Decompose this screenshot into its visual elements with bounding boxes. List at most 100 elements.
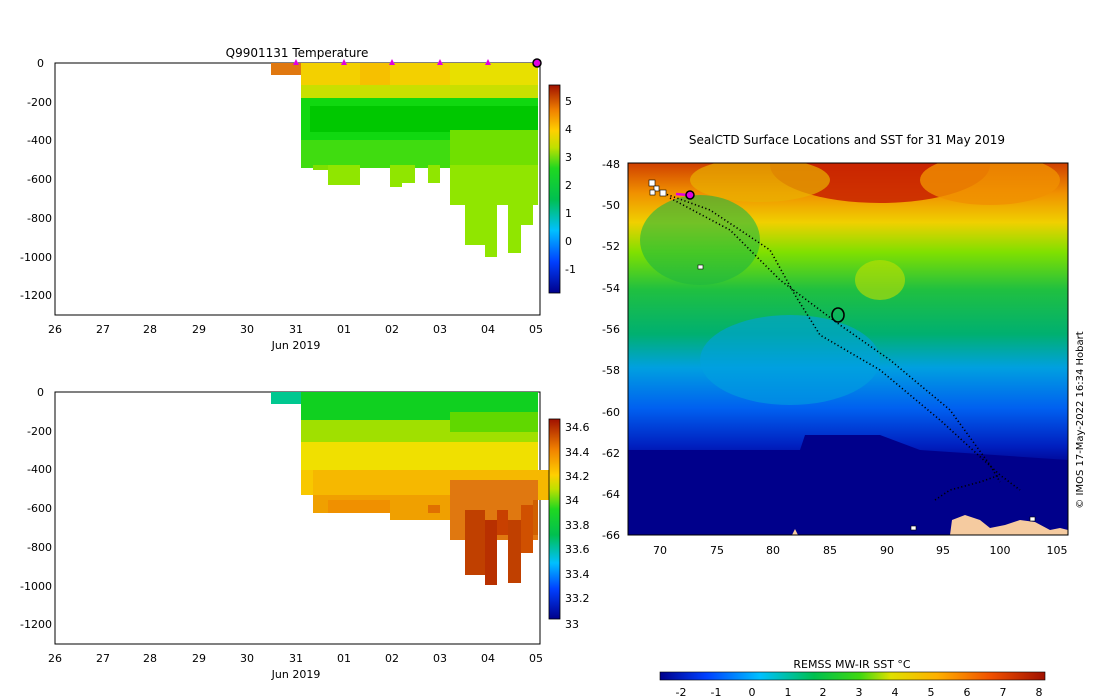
temperature-x-label: Jun 2019 [271,339,321,352]
svg-text:-56: -56 [602,323,620,336]
svg-text:5: 5 [928,686,935,699]
svg-text:33.6: 33.6 [565,543,590,556]
svg-text:-64: -64 [602,488,620,501]
svg-text:-200: -200 [27,96,52,109]
temperature-section-panel: Q9901131 Temperature 0 -2 [20,46,576,352]
svg-text:04: 04 [481,323,495,336]
land-patch [792,529,798,535]
temperature-colorbar-ticks: 5 4 3 2 1 0 -1 [565,95,576,276]
svg-text:28: 28 [143,652,157,665]
salinity-y-axis: 0 -200 -400 -600 -800 -1000 -1200 [20,386,52,631]
svg-text:33.8: 33.8 [565,519,590,532]
antarctic-land [950,515,1068,535]
svg-text:01: 01 [337,323,351,336]
svg-text:80: 80 [766,544,780,557]
svg-text:3: 3 [856,686,863,699]
track-loop [831,307,845,323]
svg-text:34: 34 [565,494,579,507]
temperature-section-title: Q9901131 Temperature [226,46,369,60]
svg-text:90: 90 [880,544,894,557]
svg-text:5: 5 [565,95,572,108]
salinity-x-axis: 26 27 28 29 30 31 01 02 03 04 05 Jun 201… [48,652,543,681]
svg-text:85: 85 [823,544,837,557]
temperature-surface-markers [293,58,542,68]
svg-text:-1000: -1000 [20,251,52,264]
svg-text:-1: -1 [711,686,722,699]
latest-position-marker [675,190,695,200]
svg-text:-800: -800 [27,541,52,554]
svg-text:4: 4 [892,686,899,699]
svg-text:28: 28 [143,323,157,336]
svg-text:-1200: -1200 [20,289,52,302]
svg-text:34.2: 34.2 [565,470,590,483]
svg-text:02: 02 [385,323,399,336]
svg-text:31: 31 [289,323,303,336]
svg-text:-58: -58 [602,364,620,377]
svg-text:27: 27 [96,323,110,336]
temperature-x-axis: 26 27 28 29 30 31 01 02 03 04 05 Jun 201… [48,323,543,352]
sst-colorbar [659,671,1046,681]
salinity-section-data [271,392,550,585]
salinity-colorbar-ticks: 34.6 34.4 34.2 34 33.8 33.6 33.4 33.2 33 [565,421,590,631]
svg-text:03: 03 [433,323,447,336]
svg-text:-48: -48 [602,158,620,171]
svg-text:70: 70 [653,544,667,557]
svg-text:34.6: 34.6 [565,421,590,434]
salinity-section-panel: 0 -200 -400 -600 -800 -1000 -1200 26 27 … [20,386,590,681]
svg-text:1: 1 [565,207,572,220]
map-lat-axis: -48 -50 -52 -54 -56 -58 -60 -62 -64 -66 [602,158,620,542]
svg-text:-200: -200 [27,425,52,438]
sst-colorbar-title: REMSS MW-IR SST °C [793,658,911,671]
sst-colorbar-ticks: -2 -1 0 1 2 3 4 5 6 7 8 [676,686,1043,699]
svg-text:02: 02 [385,652,399,665]
svg-text:2: 2 [820,686,827,699]
svg-text:95: 95 [936,544,950,557]
svg-text:30: 30 [240,323,254,336]
svg-text:27: 27 [96,652,110,665]
svg-text:-1: -1 [565,263,576,276]
map-title: SealCTD Surface Locations and SST for 31… [689,133,1005,147]
svg-text:-400: -400 [27,134,52,147]
svg-text:05: 05 [529,323,543,336]
svg-text:29: 29 [192,652,206,665]
svg-text:6: 6 [964,686,971,699]
svg-text:0: 0 [37,57,44,70]
svg-text:01: 01 [337,652,351,665]
svg-text:30: 30 [240,652,254,665]
svg-text:-400: -400 [27,463,52,476]
temperature-section-data [271,63,538,257]
svg-text:3: 3 [565,151,572,164]
svg-text:29: 29 [192,323,206,336]
svg-text:-1000: -1000 [20,580,52,593]
svg-text:34.4: 34.4 [565,446,590,459]
svg-text:03: 03 [433,652,447,665]
svg-text:-2: -2 [676,686,687,699]
svg-text:0: 0 [565,235,572,248]
map-credit: © IMOS 17-May-2022 16:34 Hobart [1075,331,1086,508]
svg-text:-60: -60 [602,406,620,419]
map-lon-axis: 70 75 80 85 90 95 100 105 [653,544,1068,557]
svg-text:04: 04 [481,652,495,665]
svg-text:26: 26 [48,323,62,336]
svg-text:-62: -62 [602,447,620,460]
svg-text:7: 7 [1000,686,1007,699]
svg-text:31: 31 [289,652,303,665]
salinity-colorbar [548,418,561,620]
svg-text:-800: -800 [27,212,52,225]
ice-flags [648,179,1036,531]
svg-text:05: 05 [529,652,543,665]
temperature-y-axis: 0 -200 -400 -600 -800 -1000 -1200 [20,57,52,302]
svg-text:-52: -52 [602,240,620,253]
svg-text:33.4: 33.4 [565,568,590,581]
svg-text:-50: -50 [602,199,620,212]
svg-text:4: 4 [565,123,572,136]
svg-text:33.2: 33.2 [565,592,590,605]
svg-text:100: 100 [990,544,1011,557]
temperature-colorbar [548,84,561,294]
svg-text:-600: -600 [27,502,52,515]
svg-text:-1200: -1200 [20,618,52,631]
svg-text:75: 75 [710,544,724,557]
svg-text:105: 105 [1047,544,1068,557]
svg-text:-54: -54 [602,282,620,295]
seal-tracks [659,191,1021,501]
